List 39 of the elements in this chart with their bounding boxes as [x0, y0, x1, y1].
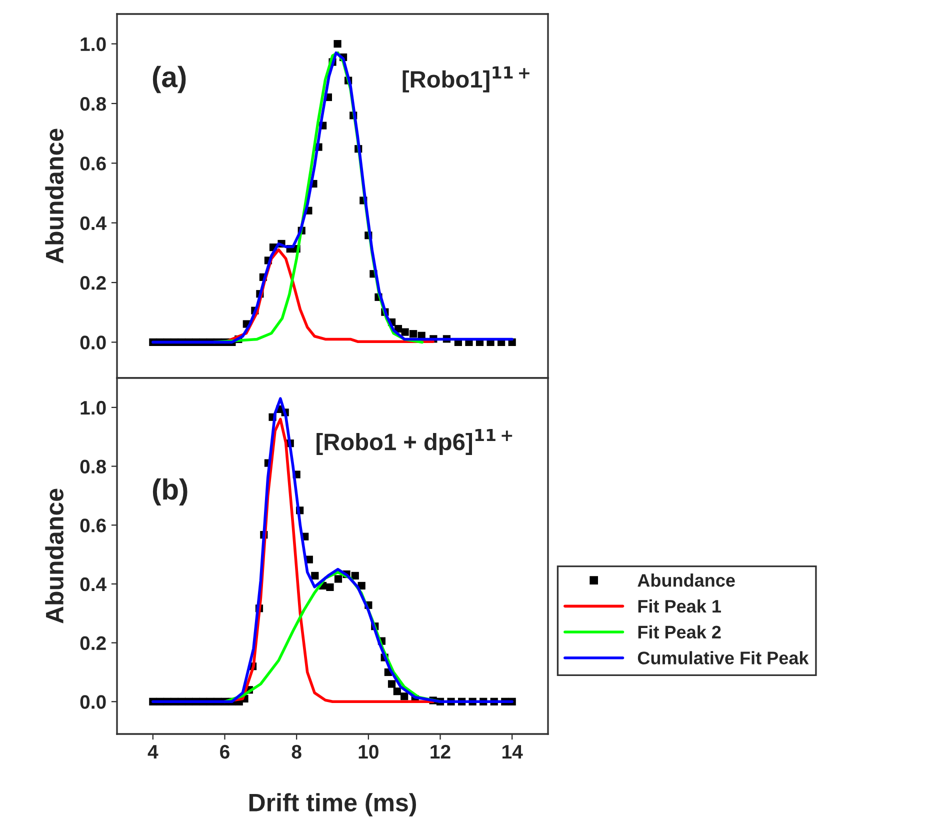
y-tick-label: 0.6 — [80, 156, 106, 170]
point — [334, 575, 342, 583]
point — [401, 328, 409, 336]
y-tick-label: 0.8 — [80, 96, 106, 111]
y-tick-label: 0.4 — [80, 577, 106, 592]
point — [410, 330, 418, 338]
x-tick-label: 6 — [220, 744, 230, 759]
y-tick-label: 0.0 — [80, 336, 106, 350]
x-tick-label: 14 — [502, 745, 523, 759]
legend-label: Fit Peak 2 — [638, 625, 721, 639]
legend-label: Fit Peak 1 — [638, 599, 721, 613]
legend-label: Cumulative Fit Peak — [638, 651, 809, 664]
y-tick-label: 0.6 — [80, 518, 106, 532]
y-axis-title: Abundance — [45, 128, 64, 264]
point — [351, 572, 359, 580]
point — [400, 692, 408, 700]
annotation: (a) — [152, 66, 186, 94]
annotation: [Robo1]$^{11+}$ — [402, 66, 530, 92]
x-tick-label: 4 — [148, 745, 158, 759]
point — [393, 688, 401, 696]
legend-label: Abundance — [638, 574, 735, 587]
y-tick-label: 1.0 — [80, 37, 106, 52]
y-tick-label: 0.4 — [80, 216, 106, 230]
point — [311, 572, 319, 580]
y-tick-label: 0.8 — [80, 460, 106, 474]
x-tick-label: 10 — [358, 744, 378, 759]
annotation: [Robo1 + dp6]$^{11+}$ — [316, 428, 512, 455]
x-axis-title: Drift time (ms) — [249, 793, 416, 816]
point — [334, 40, 342, 48]
y-tick-label: 0.2 — [80, 636, 106, 650]
point — [326, 583, 334, 591]
y-axis-title: Abundance — [45, 488, 64, 624]
y-tick-label: 1.0 — [80, 400, 106, 415]
y-tick-label: 0.0 — [80, 695, 106, 709]
y-tick-label: 0.2 — [80, 276, 106, 290]
point — [388, 680, 396, 688]
annotation: (b) — [152, 478, 188, 506]
x-tick-label: 12 — [430, 744, 450, 759]
x-tick-label: 8 — [292, 744, 302, 759]
